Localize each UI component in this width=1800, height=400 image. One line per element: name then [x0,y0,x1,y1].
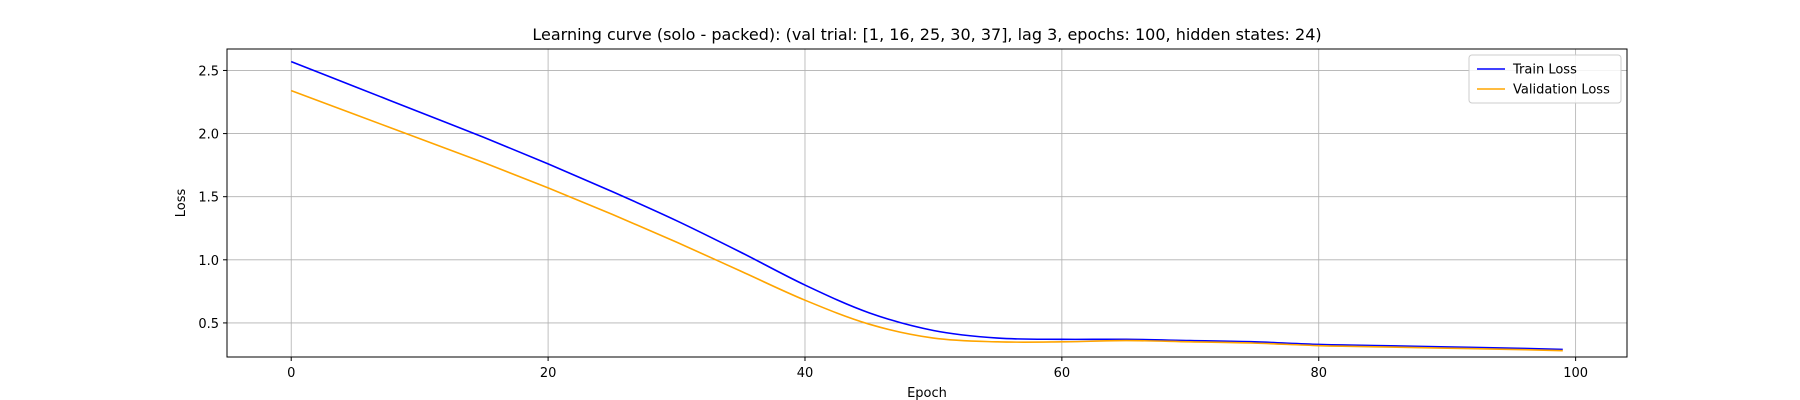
x-tick-label: 40 [797,366,814,381]
series-layer [290,60,1563,352]
chart-title: Learning curve (solo - packed): (val tri… [532,25,1321,44]
y-tick-label: 1.5 [198,191,219,206]
y-ticks: 0.5 1.0 1.5 2.0 2.5 [198,64,227,332]
legend-label-train-loss: Train Loss [1512,63,1577,78]
x-ticks: 0 20 40 60 80 100 [287,357,1588,381]
y-tick-label: 0.5 [198,317,219,332]
x-tick-label: 20 [540,366,557,381]
legend-label-validation-loss: Validation Loss [1513,83,1610,98]
grid [227,49,1627,357]
series-line-train-loss [290,60,1563,351]
plot-frame [226,48,1628,358]
x-axis-label: Epoch [907,386,947,400]
legend: Train Loss Validation Loss [1468,54,1622,104]
x-tick-label: 100 [1563,366,1588,381]
x-tick-label: 60 [1054,366,1071,381]
legend-box [1468,54,1622,104]
y-tick-label: 2.0 [198,128,219,143]
x-tick-label: 0 [287,366,295,381]
x-tick-label: 80 [1310,366,1327,381]
y-tick-label: 2.5 [198,64,219,79]
series-line-validation-loss [290,89,1563,352]
y-axis-label: Loss [174,189,189,218]
y-tick-label: 1.0 [198,254,219,269]
